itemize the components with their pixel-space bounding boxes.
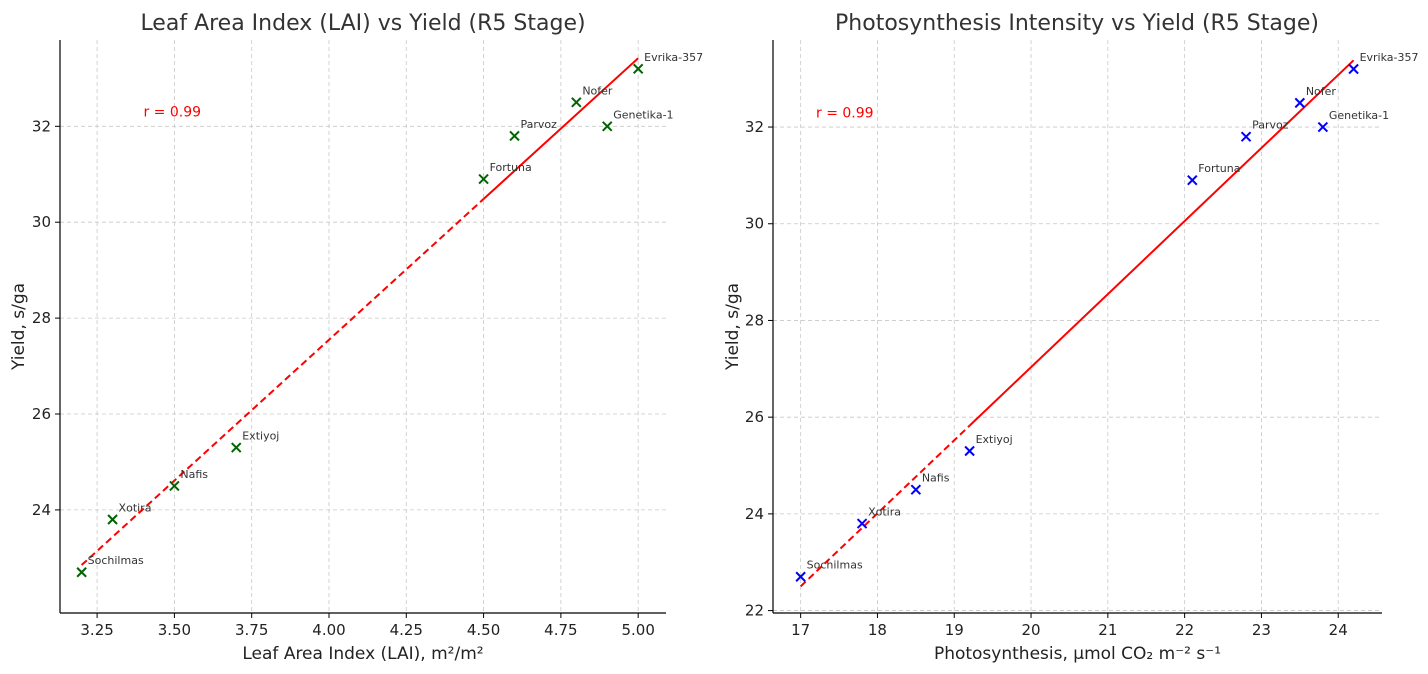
y-tick-label: 32 <box>32 117 51 135</box>
y-tick-label: 28 <box>745 311 764 329</box>
x-tick-label: 3.25 <box>80 621 113 639</box>
x-tick-label: 3.75 <box>235 621 268 639</box>
data-point-label: Nafis <box>922 472 950 485</box>
data-point-marker <box>76 567 87 578</box>
marker-stroke <box>76 567 87 578</box>
data-point-marker <box>478 173 489 185</box>
marker-stroke <box>1317 121 1329 133</box>
data-point-marker <box>1294 97 1306 109</box>
marker-stroke <box>1240 131 1252 142</box>
y-tick-label: 24 <box>745 505 764 523</box>
x-tick-label: 3.50 <box>158 621 191 639</box>
x-tick-label: 5.00 <box>621 621 654 639</box>
marker-stroke <box>1187 175 1198 186</box>
marker-stroke <box>1294 97 1306 109</box>
data-point-label: Xotira <box>119 501 152 514</box>
x-tick-label: 17 <box>791 621 810 639</box>
data-point-label: Nofer <box>1306 85 1337 98</box>
x-axis-label: Leaf Area Index (LAI), m²/m² <box>242 644 483 664</box>
fit-line-solid <box>968 59 1355 427</box>
data-point-label: Extiyoj <box>242 430 279 443</box>
data-point-marker <box>910 484 922 495</box>
data-point-marker <box>571 97 582 108</box>
x-tick-label: 20 <box>1021 621 1040 639</box>
marker-stroke <box>602 121 613 132</box>
data-point-marker <box>856 518 868 529</box>
x-tick-label: 4.50 <box>467 621 500 639</box>
data-point-label: Xotira <box>868 506 901 519</box>
data-point-label: Nofer <box>582 84 613 97</box>
y-axis-label: Yield, s/ga <box>723 283 743 371</box>
marker-stroke <box>1348 63 1359 75</box>
data-point-label: Extiyoj <box>976 433 1013 446</box>
x-tick-label: 21 <box>1098 621 1117 639</box>
correlation-annotation: r = 0.99 <box>816 105 874 121</box>
x-tick-label: 4.25 <box>390 621 423 639</box>
data-point-label: Genetika-1 <box>613 108 673 121</box>
fit-line-dashed <box>80 198 485 566</box>
data-point-marker <box>107 514 118 525</box>
marker-stroke <box>231 442 242 453</box>
data-point-label: Genetika-1 <box>1329 109 1389 122</box>
data-point-marker <box>1317 121 1329 133</box>
x-tick-label: 19 <box>945 621 964 639</box>
chart-panel-lai: 3.25 3.50 3.75 4.00 4.25 4.50 4.75 5.00 24 26 28 30… <box>9 11 703 664</box>
fit-line-solid <box>482 57 639 200</box>
data-point-label: Fortuna <box>490 161 532 174</box>
data-point-label: Evrika-357 <box>1360 51 1419 64</box>
data-point-label: Evrika-357 <box>644 51 703 64</box>
x-tick-label: 18 <box>868 621 887 639</box>
y-tick-label: 26 <box>32 405 51 423</box>
y-tick-label: 30 <box>745 215 764 233</box>
marker-stroke <box>509 130 520 142</box>
marker-stroke <box>964 445 975 457</box>
y-tick-label: 28 <box>32 309 51 327</box>
data-point-marker <box>1187 175 1198 186</box>
y-tick-label: 24 <box>32 501 51 519</box>
data-point-label: Fortuna <box>1198 162 1240 175</box>
marker-stroke <box>571 97 582 108</box>
y-tick-label: 32 <box>745 118 764 136</box>
data-point-marker <box>169 480 180 492</box>
data-point-marker <box>632 63 644 74</box>
marker-stroke <box>856 518 868 529</box>
y-axis-label: Yield, s/ga <box>9 283 29 371</box>
data-point-label: Parvoz <box>521 118 558 131</box>
data-point-marker <box>602 121 613 132</box>
x-tick-label: 24 <box>1329 621 1348 639</box>
data-point-marker <box>1240 131 1252 142</box>
y-tick-label: 26 <box>745 408 764 426</box>
marker-stroke <box>107 514 118 525</box>
data-point-marker <box>795 571 806 582</box>
data-point-label: Parvoz <box>1252 119 1289 132</box>
x-tick-label: 4.00 <box>312 621 345 639</box>
marker-stroke <box>910 484 922 495</box>
data-point-marker <box>964 445 975 457</box>
marker-stroke <box>169 480 180 492</box>
y-tick-label: 22 <box>745 602 764 620</box>
marker-stroke <box>632 63 644 74</box>
chart-panel-photosynthesis: 17 18 19 20 21 22 23 24 22 24 26 28 30 32 Sochilmas Xot… <box>723 11 1419 664</box>
data-point-marker <box>509 130 520 142</box>
marker-stroke <box>795 571 806 582</box>
fit-line-dashed <box>799 424 971 588</box>
data-point-label: Sochilmas <box>807 559 863 572</box>
x-tick-label: 4.75 <box>544 621 577 639</box>
correlation-annotation: r = 0.99 <box>143 105 201 121</box>
y-tick-label: 30 <box>32 213 51 231</box>
data-point-marker <box>1348 63 1359 75</box>
x-axis-label: Photosynthesis, μmol CO₂ m⁻² s⁻¹ <box>934 644 1221 664</box>
x-tick-label: 22 <box>1175 621 1194 639</box>
marker-stroke <box>478 173 489 185</box>
data-point-marker <box>231 442 242 453</box>
chart-title: Photosynthesis Intensity vs Yield (R5 St… <box>835 11 1319 36</box>
chart-title: Leaf Area Index (LAI) vs Yield (R5 Stage… <box>140 11 585 36</box>
data-point-label: Nafis <box>180 468 208 481</box>
x-tick-label: 23 <box>1252 621 1271 639</box>
data-point-label: Sochilmas <box>88 554 144 567</box>
